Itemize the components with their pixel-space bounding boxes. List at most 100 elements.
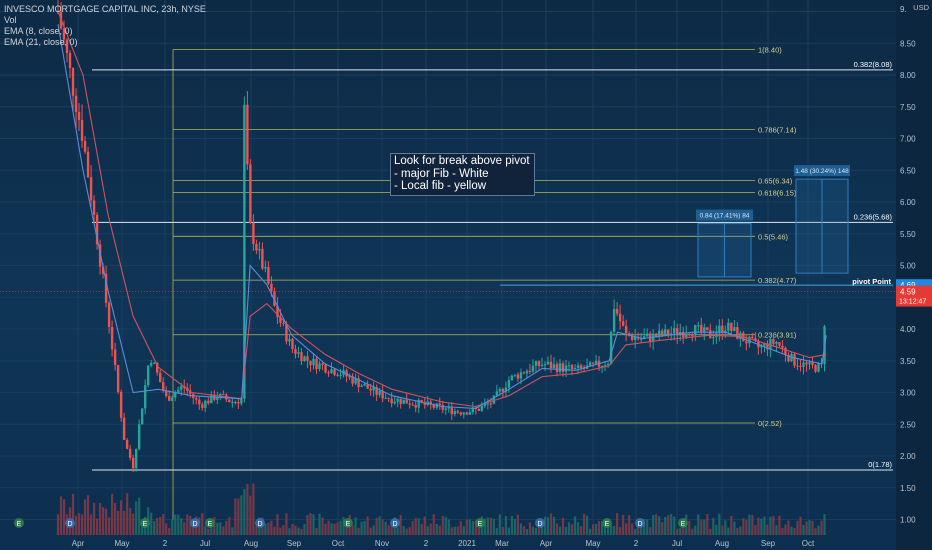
text-annotation[interactable]: Look for break above pivot - major Fib -…: [390, 153, 535, 196]
volume-bar: [754, 525, 757, 535]
volume-bar: [519, 523, 523, 535]
local-fib-label: 0.382(4.77): [758, 276, 797, 285]
candle-body: [612, 308, 616, 332]
candle-body: [345, 370, 348, 377]
candle-body: [766, 343, 769, 350]
volume-bar: [600, 521, 604, 535]
volume-bar: [736, 527, 739, 535]
candle-body: [414, 405, 417, 408]
volume-bar: [477, 527, 480, 535]
candle-body: [805, 362, 808, 365]
candle-body: [501, 389, 505, 392]
candle-body: [468, 412, 472, 415]
candle-body: [195, 398, 198, 400]
volume-indicator-label[interactable]: Vol: [4, 15, 17, 25]
volume-bar: [414, 517, 417, 535]
volume-bar: [588, 528, 592, 535]
price-tick-label: 1.00: [900, 516, 916, 525]
candle-body: [462, 412, 466, 415]
candle-body: [519, 372, 523, 379]
pivot-label: pivot Point: [852, 277, 891, 286]
candle-body: [438, 403, 441, 406]
volume-bar: [670, 514, 673, 535]
candle-body: [633, 336, 637, 340]
candle-body: [216, 397, 219, 400]
candle-body: [113, 349, 117, 366]
candle-body: [140, 408, 144, 425]
volume-bar: [363, 521, 366, 535]
volume-bar: [366, 516, 369, 535]
candle-body: [664, 329, 667, 336]
candle-body: [119, 391, 123, 418]
ema-fast-indicator-label[interactable]: EMA (8, close, 0): [4, 26, 73, 36]
ema-slow-indicator-label[interactable]: EMA (21, close, 0): [4, 37, 78, 47]
volume-bar: [622, 514, 625, 535]
volume-bar: [489, 517, 492, 535]
volume-bar: [117, 510, 120, 535]
volume-bar: [742, 518, 745, 535]
major-fib-levels: 0.382(8.08) 0.236(5.68) 0(1.78): [92, 60, 893, 471]
volume-bar: [796, 520, 799, 535]
candle-body: [618, 313, 622, 322]
volume-bar: [691, 528, 694, 535]
candle-body: [171, 397, 174, 401]
candle-body: [733, 327, 736, 331]
time-tick-label: 2: [634, 539, 639, 548]
volume-bar: [700, 519, 703, 535]
volume-bar: [231, 527, 234, 535]
candle-body: [131, 457, 135, 469]
event-marker-icon: [635, 518, 645, 528]
candle-body: [432, 404, 435, 408]
volume-bar: [174, 514, 177, 535]
currency-label: USD: [913, 3, 929, 12]
volume-bar: [814, 528, 817, 535]
candle-body: [273, 291, 276, 306]
volume-bar: [183, 522, 186, 535]
candle-body: [423, 402, 426, 406]
volume-bar: [766, 524, 769, 535]
volume-bar: [92, 502, 96, 535]
volume-bar: [619, 527, 622, 535]
candle-body: [706, 327, 709, 331]
candle-body: [315, 358, 318, 370]
price-tick-label: 6.50: [900, 166, 916, 175]
time-tick-label: 2021: [458, 539, 476, 548]
volume-bar: [438, 525, 441, 535]
volume-bar: [591, 524, 595, 535]
volume-bar: [706, 514, 709, 535]
volume-bar: [417, 518, 420, 535]
time-tick-label: May: [585, 539, 600, 548]
volume-bar: [270, 520, 273, 535]
candle-body: [658, 330, 661, 337]
volume-bar: [252, 483, 255, 535]
candle-body: [246, 104, 249, 165]
volume-bar: [603, 520, 607, 535]
candle-body: [700, 325, 703, 332]
volume-bar: [616, 513, 619, 535]
candle-body: [420, 399, 423, 403]
time-tick-label: Sep: [287, 539, 302, 548]
volume-bar: [784, 524, 787, 535]
candle-body: [330, 369, 333, 374]
symbol-title[interactable]: INVESCO MORTGAGE CAPITAL INC, 23h, NYSE: [4, 4, 206, 14]
candle-body: [270, 283, 273, 292]
volume-bar: [769, 516, 772, 535]
candle-body: [243, 104, 246, 399]
volume-bar: [703, 519, 706, 535]
candle-body: [174, 392, 177, 398]
price-tick-label: 3.50: [900, 357, 916, 366]
candle-body: [654, 333, 658, 337]
volume-bar: [216, 522, 219, 535]
volume-bar: [528, 522, 532, 535]
volume-bar: [661, 522, 664, 535]
volume-bar: [104, 508, 108, 535]
volume-bar: [432, 514, 435, 535]
volume-bar: [423, 516, 426, 535]
candle-body: [564, 365, 568, 372]
volume-bar: [564, 526, 568, 535]
volume-bar: [396, 527, 399, 535]
candle-body: [297, 352, 300, 354]
volume-bar: [153, 520, 156, 535]
